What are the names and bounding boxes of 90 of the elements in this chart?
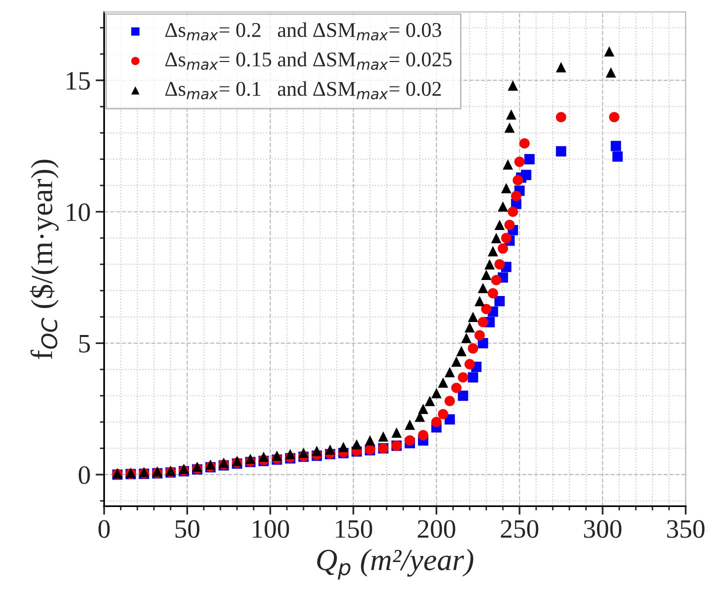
point bbox=[245, 454, 256, 464]
point bbox=[461, 332, 472, 344]
point bbox=[285, 448, 296, 460]
point bbox=[556, 62, 566, 72]
point bbox=[464, 322, 475, 333]
point bbox=[468, 312, 478, 322]
point bbox=[272, 450, 282, 461]
point bbox=[491, 232, 502, 244]
point bbox=[512, 175, 524, 186]
point bbox=[488, 288, 498, 298]
point bbox=[444, 396, 455, 406]
point bbox=[498, 243, 508, 254]
point bbox=[498, 201, 508, 212]
point bbox=[606, 67, 616, 78]
point bbox=[519, 138, 530, 149]
point bbox=[478, 317, 488, 328]
point bbox=[504, 122, 515, 133]
point bbox=[464, 359, 475, 370]
point bbox=[298, 448, 309, 458]
point bbox=[501, 232, 512, 244]
point bbox=[491, 274, 502, 286]
x-tick-label: 100 bbox=[252, 520, 290, 538]
point bbox=[418, 404, 428, 414]
point bbox=[418, 430, 428, 440]
point bbox=[312, 446, 322, 456]
x-tick-label: 350 bbox=[667, 520, 704, 538]
point bbox=[508, 206, 518, 217]
x-tick-label: 150 bbox=[336, 520, 372, 538]
point bbox=[501, 182, 512, 194]
point bbox=[494, 220, 505, 230]
point bbox=[451, 356, 462, 367]
point bbox=[458, 390, 468, 401]
point bbox=[556, 146, 566, 156]
point bbox=[481, 304, 492, 314]
y-tick-label: 15 bbox=[66, 72, 90, 90]
point bbox=[404, 420, 416, 430]
x-tick-label: 0 bbox=[98, 520, 110, 538]
point bbox=[444, 366, 455, 378]
y-tick-label: 0 bbox=[78, 466, 90, 484]
point bbox=[610, 140, 622, 152]
point bbox=[609, 112, 620, 122]
point bbox=[364, 435, 376, 446]
point bbox=[438, 409, 448, 420]
point bbox=[494, 259, 505, 270]
point bbox=[494, 296, 505, 306]
point bbox=[488, 246, 498, 256]
point bbox=[456, 346, 467, 356]
point bbox=[352, 439, 362, 450]
legend-label: Δs$_{max}$= 0.15 and ΔSM$_{max}$= 0.025 bbox=[165, 52, 452, 70]
legend-label: Δs$_{max}$= 0.1 and ΔSM$_{max}$= 0.02 bbox=[165, 81, 441, 100]
point bbox=[424, 396, 435, 406]
point bbox=[391, 427, 402, 438]
point bbox=[468, 372, 478, 383]
point bbox=[404, 435, 416, 446]
point bbox=[524, 154, 535, 164]
x-axis-title: Q$_{p}$ (m²/year) bbox=[317, 548, 474, 580]
point bbox=[338, 442, 349, 452]
point bbox=[431, 416, 442, 428]
point bbox=[514, 156, 525, 167]
x-tick-label: 300 bbox=[584, 520, 622, 538]
point bbox=[458, 372, 468, 383]
point bbox=[474, 296, 485, 306]
y-axis-title: f$_{OC}$ ($/(m·year)) bbox=[30, 160, 59, 360]
point bbox=[481, 270, 492, 280]
x-tick-label: 200 bbox=[418, 520, 456, 538]
point bbox=[474, 330, 485, 340]
legend-label: Δs$_{max}$= 0.2 and ΔSM$_{max}$= 0.03 bbox=[165, 22, 442, 40]
point bbox=[324, 444, 336, 455]
point bbox=[504, 220, 515, 230]
point bbox=[478, 282, 488, 294]
point bbox=[438, 377, 448, 388]
x-tick-label: 50 bbox=[176, 520, 200, 538]
point bbox=[508, 80, 518, 91]
point bbox=[451, 382, 462, 394]
point bbox=[431, 388, 442, 398]
point bbox=[612, 151, 623, 162]
point bbox=[556, 112, 566, 122]
point bbox=[511, 190, 522, 202]
y-tick-label: 10 bbox=[66, 203, 90, 222]
point bbox=[468, 343, 478, 354]
point bbox=[506, 109, 516, 120]
point bbox=[205, 459, 216, 470]
point bbox=[258, 452, 269, 462]
y-tick-label: 5 bbox=[79, 335, 90, 353]
point bbox=[604, 46, 614, 57]
x-tick-label: 250 bbox=[500, 520, 538, 538]
point bbox=[484, 259, 495, 270]
point bbox=[521, 170, 532, 180]
point bbox=[502, 159, 514, 170]
point bbox=[378, 431, 388, 442]
